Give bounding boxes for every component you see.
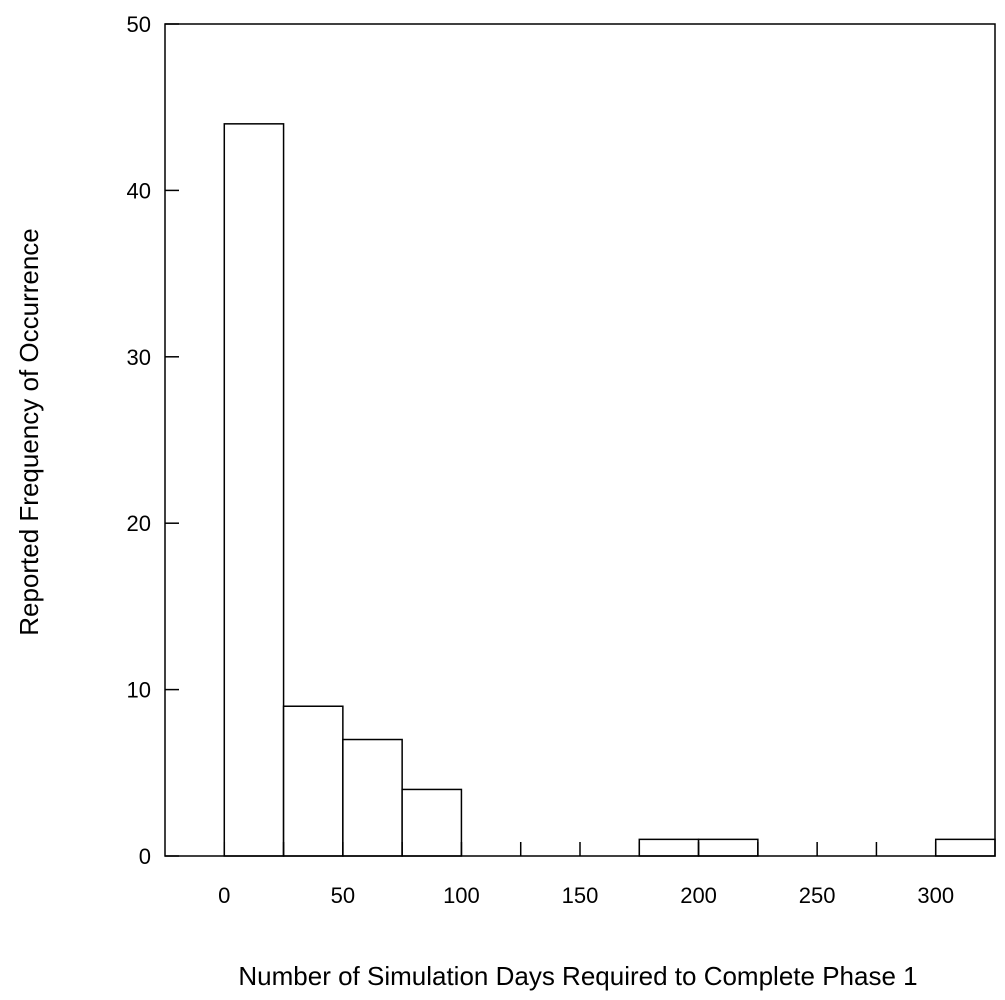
x-tick-label-50: 50 bbox=[331, 883, 355, 908]
x-tick-label-300: 300 bbox=[917, 883, 954, 908]
histogram-bar-25-50 bbox=[282, 705, 344, 857]
x-tick-label-200: 200 bbox=[680, 883, 717, 908]
y-axis-label: Reported Frequency of Occurrence bbox=[14, 228, 44, 636]
x-tick-label-100: 100 bbox=[443, 883, 480, 908]
x-tick-label-150: 150 bbox=[562, 883, 599, 908]
histogram-bar-200-225 bbox=[697, 838, 759, 857]
x-tick-label-0: 0 bbox=[218, 883, 230, 908]
y-tick-label-20: 20 bbox=[127, 511, 151, 536]
histogram-bar-175-200 bbox=[638, 838, 700, 857]
y-tick-label-40: 40 bbox=[127, 178, 151, 203]
y-tick-label-10: 10 bbox=[127, 678, 151, 703]
x-tick-label-250: 250 bbox=[799, 883, 836, 908]
histogram-bar-75-100 bbox=[401, 788, 463, 857]
y-axis-ticks: 0 10 20 30 40 50 bbox=[127, 12, 179, 869]
histogram-bar-50-75 bbox=[342, 738, 403, 857]
y-tick-label-50: 50 bbox=[127, 12, 151, 37]
y-tick-label-30: 30 bbox=[127, 345, 151, 370]
plot-frame bbox=[164, 23, 996, 857]
histogram-bar-0-25 bbox=[223, 123, 285, 857]
x-axis-label: Number of Simulation Days Required to Co… bbox=[238, 961, 917, 991]
y-tick-label-0: 0 bbox=[139, 844, 151, 869]
x-axis-ticks: 0 50 100 150 200 250 300 bbox=[218, 842, 954, 908]
histogram-bar-300-325 bbox=[934, 838, 996, 857]
bars-group bbox=[223, 123, 996, 857]
